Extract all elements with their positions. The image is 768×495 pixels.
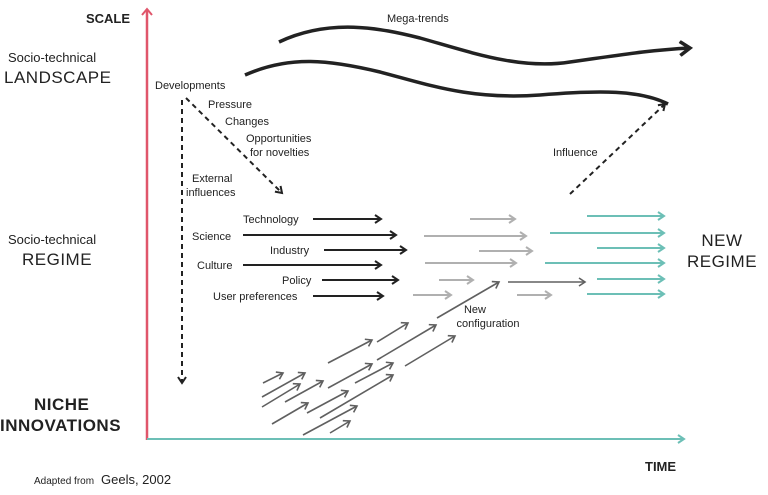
dimension-technology: Technology — [243, 214, 299, 226]
influence-label: Influence — [553, 147, 598, 159]
niche-label-line2: INNOVATIONS — [0, 416, 121, 435]
external-label: External — [192, 173, 232, 185]
niche-arrow — [327, 338, 374, 364]
new-configuration-label-line1: New — [464, 304, 486, 316]
changes-label: Changes — [225, 116, 270, 128]
niche-arrow — [376, 321, 410, 343]
mega-trend-wave-bottom — [244, 59, 669, 106]
credit-prefix: Adapted from — [34, 476, 94, 487]
niche-arrow — [404, 334, 457, 367]
new-regime-label-line2: REGIME — [687, 252, 757, 271]
niche-arrow — [354, 361, 395, 384]
niche-arrow — [376, 323, 438, 361]
landscape-label-line2: LANDSCAPE — [4, 68, 111, 87]
pressure-label: Pressure — [208, 99, 252, 111]
credit-source: Geels, 2002 — [101, 472, 171, 487]
regime-label-line1: Socio-technical — [8, 232, 96, 247]
dimension-user-preferences: User preferences — [213, 291, 298, 303]
niche-arrow — [327, 362, 374, 389]
pressure-dashed-arrow — [185, 97, 284, 195]
landscape-label-line1: Socio-technical — [8, 50, 96, 65]
regime-label-line2: REGIME — [22, 250, 92, 269]
mega-trends-label: Mega-trends — [387, 13, 449, 25]
niche-label-line1: NICHE — [34, 395, 89, 414]
influences-label: influences — [186, 187, 236, 199]
niche-arrow — [329, 419, 352, 434]
dimension-science: Science — [192, 231, 231, 243]
influence-dashed-arrow — [569, 102, 667, 195]
dimension-policy: Policy — [282, 275, 312, 287]
dimension-industry: Industry — [270, 245, 310, 257]
niche-arrow — [271, 401, 310, 425]
scale-label: SCALE — [86, 11, 130, 26]
niche-arrow — [284, 379, 325, 403]
novelties-label: for novelties — [250, 147, 310, 159]
new-regime-label-line1: NEW — [701, 231, 742, 250]
niche-arrow — [306, 389, 350, 414]
mega-trend-wave-top — [278, 25, 690, 66]
niche-arrow — [302, 404, 359, 436]
niche-arrow — [262, 371, 285, 384]
time-label: TIME — [645, 459, 676, 474]
new-configuration-arrow-diagonal — [436, 280, 501, 319]
opportunities-label: Opportunities — [246, 133, 312, 145]
new-configuration-label-line2: configuration — [457, 318, 520, 330]
dimension-culture: Culture — [197, 260, 232, 272]
niche-arrow — [319, 373, 395, 419]
niche-arrow — [261, 371, 307, 398]
developments-label: Developments — [155, 80, 226, 92]
niche-arrow — [261, 382, 302, 408]
